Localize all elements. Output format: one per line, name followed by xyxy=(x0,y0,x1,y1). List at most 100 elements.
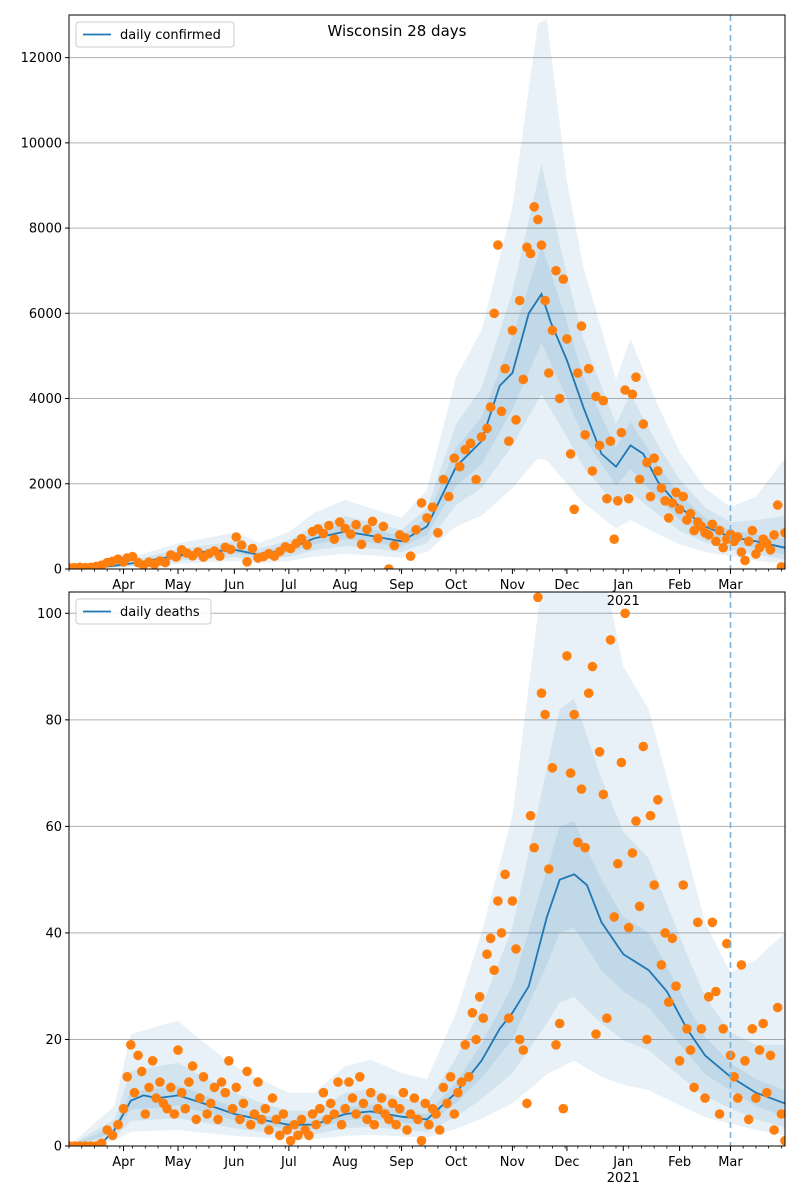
data-point xyxy=(598,789,609,800)
data-point xyxy=(565,449,576,459)
data-point xyxy=(580,842,590,853)
data-point xyxy=(389,540,400,551)
data-point xyxy=(467,1008,478,1018)
data-point xyxy=(754,542,765,553)
data-point xyxy=(547,763,558,773)
data-point xyxy=(195,1093,205,1103)
data-point xyxy=(465,438,476,449)
data-point xyxy=(627,848,638,858)
data-point xyxy=(620,385,630,395)
data-point xyxy=(500,869,510,880)
data-point xyxy=(569,709,579,720)
data-point xyxy=(525,810,536,821)
data-point xyxy=(365,1087,376,1098)
data-point xyxy=(700,1093,710,1103)
data-point xyxy=(718,1024,728,1034)
x-tick-label: Mar xyxy=(718,1155,743,1170)
data-point xyxy=(536,688,547,698)
data-point xyxy=(275,1130,285,1141)
data-point xyxy=(504,436,514,447)
data-point xyxy=(411,525,421,535)
data-point xyxy=(231,532,241,542)
data-point xyxy=(318,528,329,539)
data-point xyxy=(289,1119,300,1130)
data-point xyxy=(613,858,623,869)
data-point xyxy=(562,334,572,344)
data-point xyxy=(376,1093,387,1103)
legend-box xyxy=(75,598,212,625)
band-mid xyxy=(69,698,785,1146)
data-point xyxy=(225,544,236,555)
data-point xyxy=(674,1056,685,1066)
data-point xyxy=(634,901,645,912)
data-point xyxy=(433,528,443,538)
data-point xyxy=(187,1061,198,1071)
data-point xyxy=(118,1103,129,1114)
data-point xyxy=(747,1024,758,1034)
data-point xyxy=(471,1034,481,1045)
data-point xyxy=(780,528,785,538)
data-point xyxy=(362,524,372,535)
data-point xyxy=(358,1098,369,1109)
data-point xyxy=(442,1098,452,1109)
data-point xyxy=(747,525,758,536)
data-point xyxy=(416,498,427,508)
data-point xyxy=(351,1109,361,1119)
data-point xyxy=(493,896,503,906)
data-point xyxy=(733,1093,743,1103)
y-tick-label: 100 xyxy=(37,607,62,622)
band-inner xyxy=(69,821,785,1146)
data-point xyxy=(638,741,649,752)
data-point xyxy=(311,1119,321,1130)
data-point xyxy=(678,880,688,890)
data-point xyxy=(253,1077,263,1087)
data-point xyxy=(649,880,659,890)
data-point xyxy=(703,530,714,540)
data-point xyxy=(351,519,361,530)
data-point xyxy=(340,1103,351,1114)
data-point xyxy=(245,1119,256,1130)
data-point xyxy=(751,1093,761,1103)
data-point xyxy=(456,1077,467,1087)
data-point xyxy=(485,402,496,412)
data-point xyxy=(345,529,356,539)
data-point xyxy=(482,949,492,959)
data-point xyxy=(682,1024,692,1034)
data-point xyxy=(344,1077,354,1087)
data-point xyxy=(587,466,598,476)
data-point xyxy=(634,474,645,485)
data-point xyxy=(296,533,307,544)
data-point xyxy=(729,1072,739,1082)
data-point xyxy=(449,1109,460,1119)
data-point xyxy=(434,1125,445,1135)
data-point xyxy=(631,372,641,383)
data-point xyxy=(649,453,659,464)
data-point xyxy=(278,1109,289,1119)
data-point xyxy=(171,552,181,562)
data-point xyxy=(540,709,550,720)
data-point xyxy=(444,491,454,502)
data-point xyxy=(536,240,547,250)
data-point xyxy=(725,529,736,539)
data-point xyxy=(678,491,688,502)
data-point xyxy=(573,368,583,378)
data-point xyxy=(198,1072,209,1082)
data-point xyxy=(554,393,565,404)
data-point xyxy=(367,516,378,527)
data-point xyxy=(522,1098,532,1109)
data-point xyxy=(562,651,572,661)
data-point xyxy=(224,1056,234,1066)
y-tick-label: 60 xyxy=(45,820,62,835)
data-point xyxy=(302,540,312,550)
x-tick-label: Dec xyxy=(554,1155,579,1170)
x-tick-label: Nov xyxy=(500,578,526,593)
data-point xyxy=(769,530,779,540)
data-point xyxy=(373,1103,383,1114)
data-point xyxy=(122,1072,132,1082)
data-point xyxy=(736,547,747,557)
band-outer xyxy=(69,19,785,569)
data-point xyxy=(569,504,579,515)
data-point xyxy=(271,1114,282,1125)
data-point xyxy=(500,363,510,374)
data-point xyxy=(107,1130,118,1141)
